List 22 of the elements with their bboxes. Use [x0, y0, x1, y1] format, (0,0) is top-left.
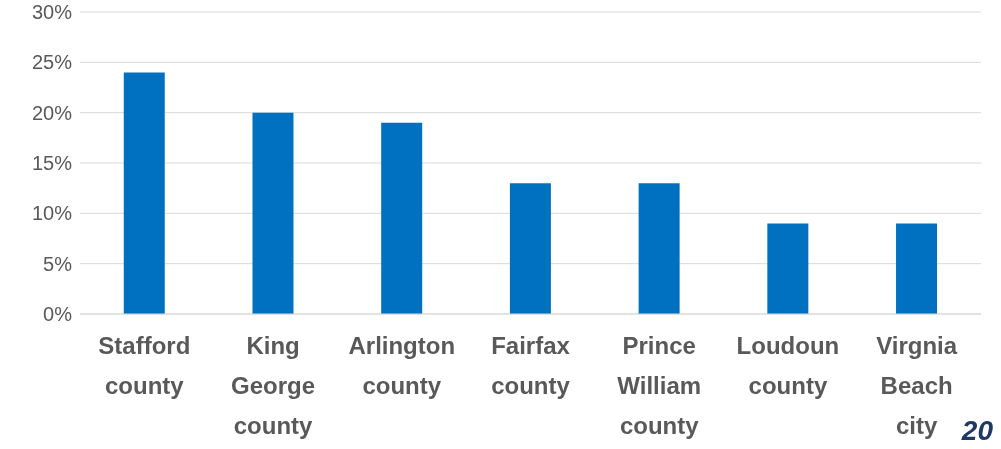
- x-tick-label: Virgnia Beach city: [876, 332, 958, 439]
- bar: [509, 183, 551, 314]
- y-tick-label: 30%: [31, 1, 73, 24]
- text: 20: [961, 415, 993, 447]
- x-tick-label: King George county: [231, 332, 316, 439]
- y-tick-label: 10%: [31, 202, 73, 225]
- y-tick-label: 25%: [31, 51, 73, 74]
- bar: [638, 183, 680, 314]
- bar: [123, 72, 165, 314]
- bar: [896, 223, 938, 314]
- y-tick-label: 15%: [31, 152, 73, 175]
- x-tick-label: Arlington county: [348, 332, 456, 399]
- x-tick-label: Fairfax county: [491, 332, 571, 399]
- bar: [381, 122, 423, 314]
- x-tick-label: Loudoun county: [736, 332, 840, 399]
- bar: [767, 223, 809, 314]
- bar: [252, 112, 294, 314]
- y-tick-label: 20%: [31, 101, 73, 124]
- x-tick-label: Prince William county: [617, 332, 702, 439]
- x-tick-label: Stafford county: [98, 332, 191, 399]
- y-tick-label: 5%: [43, 252, 73, 275]
- y-tick-label: 0%: [43, 303, 73, 326]
